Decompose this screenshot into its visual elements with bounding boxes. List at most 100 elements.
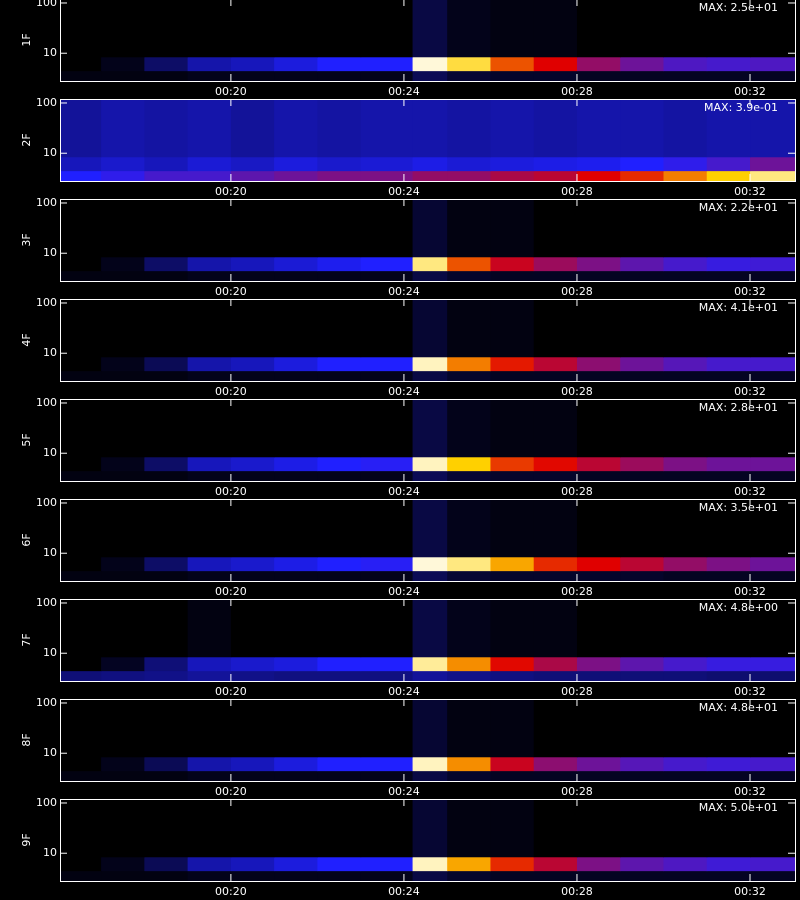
heatmap-cell (317, 870, 362, 881)
heatmap-cell (490, 0, 535, 58)
heatmap-cell (663, 599, 708, 658)
heatmap-cell (360, 356, 414, 372)
y-tick-label: 100 (36, 96, 57, 109)
y-tick-label: 100 (36, 396, 57, 409)
x-tick-label: 00:28 (561, 885, 593, 898)
heatmap-cell (620, 256, 664, 272)
heatmap-cell (620, 499, 664, 558)
heatmap-cell (60, 870, 102, 881)
heatmap-cell (317, 856, 362, 872)
x-tick-label: 00:20 (215, 585, 247, 598)
heatmap-cell (533, 770, 578, 781)
heatmap-cell (706, 870, 751, 881)
heatmap-cell (187, 0, 232, 58)
heatmap-cell (750, 470, 795, 481)
heatmap-cell (274, 756, 318, 772)
heatmap-cell (60, 0, 102, 58)
heatmap-cell (490, 156, 535, 172)
heatmap-cell (447, 470, 491, 481)
heatmap-cell (274, 570, 318, 581)
heatmap-cell (490, 656, 535, 672)
heatmap-cell (412, 770, 448, 781)
heatmap-cell (274, 456, 318, 472)
panel: 10 100 00:20 00:24 00:28 00:32 2F MAX: 3.9e-01 (20, 96, 796, 198)
heatmap-cell (663, 770, 708, 781)
heatmap-cell (706, 170, 751, 181)
heatmap-cell (60, 299, 102, 358)
heatmap-cell (60, 70, 102, 81)
heatmap-cell (663, 499, 708, 558)
heatmap-cell (706, 856, 751, 872)
x-tick-label: 00:32 (734, 85, 766, 98)
heatmap-cell (101, 170, 145, 181)
x-tick-label: 00:20 (215, 685, 247, 698)
heatmap-cell (447, 370, 491, 381)
heatmap (60, 299, 795, 381)
heatmap-cell (576, 170, 621, 181)
heatmap-cell (317, 799, 362, 858)
heatmap-cell (317, 356, 362, 372)
heatmap-cell (533, 399, 578, 458)
heatmap-cell (620, 470, 664, 481)
heatmap-cell (620, 356, 664, 372)
heatmap-cell (60, 199, 102, 258)
heatmap-cell (447, 656, 491, 672)
heatmap-cell (230, 256, 275, 272)
heatmap-cell (750, 770, 795, 781)
heatmap-cell (60, 756, 102, 772)
heatmap-cell (750, 556, 795, 572)
heatmap-cell (144, 799, 189, 858)
heatmap-cell (101, 356, 145, 372)
heatmap-cell (360, 299, 414, 358)
heatmap-cell (187, 756, 232, 772)
heatmap-cell (576, 456, 621, 472)
heatmap-cell (412, 170, 448, 181)
heatmap-cell (576, 0, 621, 58)
x-tick-label: 00:24 (388, 185, 420, 198)
heatmap-cell (60, 656, 102, 672)
heatmap-cell (317, 656, 362, 672)
heatmap-cell (490, 370, 535, 381)
x-tick-label: 00:24 (388, 585, 420, 598)
heatmap-cell (274, 299, 318, 358)
heatmap-cell (490, 870, 535, 881)
plot-frame (60, 99, 796, 182)
heatmap-cell (620, 99, 664, 158)
heatmap-cell (101, 470, 145, 481)
heatmap-cell (490, 556, 535, 572)
heatmap-cell (144, 699, 189, 758)
plot-frame (60, 299, 796, 382)
x-tick-label: 00:32 (734, 585, 766, 598)
heatmap-cell (620, 856, 664, 872)
heatmap-cell (317, 499, 362, 558)
heatmap-cell (274, 170, 318, 181)
heatmap-cell (447, 399, 491, 458)
heatmap-cell (576, 156, 621, 172)
heatmap-cell (187, 456, 232, 472)
heatmap-cell (230, 370, 275, 381)
heatmap-cell (533, 270, 578, 281)
heatmap-cell (60, 170, 102, 181)
x-tick-label: 00:32 (734, 185, 766, 198)
heatmap-cell (144, 499, 189, 558)
heatmap-cell (274, 856, 318, 872)
heatmap-cell (447, 599, 491, 658)
heatmap-cell (533, 199, 578, 258)
heatmap-cell (60, 270, 102, 281)
y-axis-label: 2F (20, 133, 33, 146)
heatmap-cell (230, 270, 275, 281)
heatmap-cell (576, 599, 621, 658)
heatmap-cell (412, 99, 448, 158)
heatmap-cell (360, 756, 414, 772)
y-tick-label: 10 (43, 746, 57, 759)
x-tick-label: 00:32 (734, 685, 766, 698)
heatmap-cell (360, 656, 414, 672)
heatmap-cell (230, 570, 275, 581)
heatmap-cell (101, 0, 145, 58)
heatmap-cell (60, 470, 102, 481)
heatmap-cell (187, 270, 232, 281)
heatmap-cell (412, 70, 448, 81)
heatmap-cell (317, 0, 362, 58)
y-axis-label: 4F (20, 333, 33, 346)
heatmap-cell (101, 70, 145, 81)
